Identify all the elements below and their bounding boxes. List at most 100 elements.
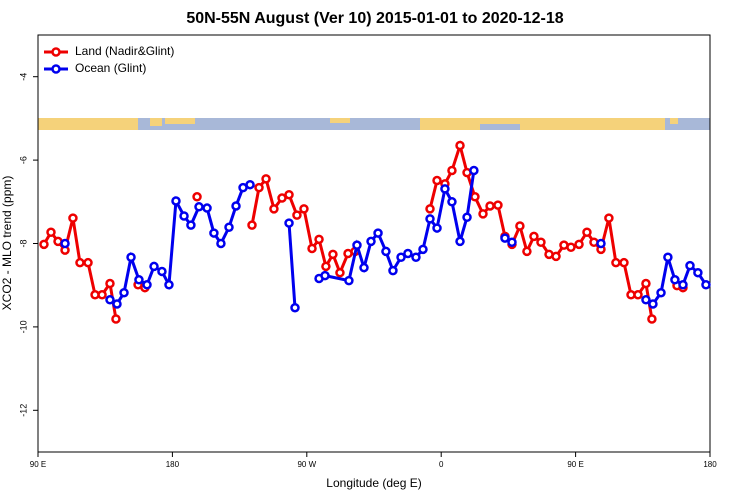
- point: [60, 238, 70, 249]
- y-tick-label: -6: [18, 156, 28, 164]
- point: [111, 314, 121, 324]
- point: [611, 257, 621, 268]
- point: [685, 260, 695, 271]
- x-tick-label: 180: [703, 460, 717, 469]
- point: [284, 218, 294, 228]
- point: [411, 252, 421, 263]
- point: [388, 265, 398, 276]
- point: [647, 314, 657, 324]
- point: [192, 192, 202, 202]
- point: [119, 287, 129, 298]
- point: [529, 231, 539, 242]
- point: [157, 266, 167, 277]
- point: [224, 222, 234, 232]
- point: [693, 267, 703, 278]
- point: [656, 287, 666, 298]
- point: [641, 278, 651, 289]
- point: [396, 252, 406, 263]
- point: [701, 280, 711, 290]
- point: [536, 237, 546, 247]
- point: [247, 220, 257, 230]
- point: [493, 200, 503, 210]
- point: [245, 179, 255, 190]
- y-tick-label: -10: [18, 320, 28, 333]
- point: [216, 238, 226, 249]
- point: [455, 140, 465, 151]
- point: [292, 210, 302, 220]
- x-tick-label: 90 E: [30, 460, 46, 469]
- point: [366, 236, 376, 247]
- series-line: [109, 170, 708, 308]
- point: [478, 209, 488, 219]
- point: [320, 270, 330, 281]
- point: [171, 196, 181, 206]
- point: [46, 227, 56, 237]
- y-tick-label: -12: [18, 404, 28, 417]
- point: [551, 251, 561, 262]
- point: [670, 275, 680, 285]
- point: [507, 237, 517, 247]
- y-tick-label: -4: [18, 73, 28, 81]
- point: [522, 246, 532, 257]
- point: [359, 262, 369, 273]
- point: [179, 211, 189, 221]
- y-axis-label: XCO2 - MLO trend (ppm): [0, 176, 14, 311]
- point: [432, 223, 442, 233]
- point: [663, 252, 673, 263]
- y-tick-label: -8: [18, 239, 28, 247]
- point: [678, 280, 688, 290]
- point: [425, 204, 435, 214]
- point: [604, 213, 614, 223]
- land-ocean-strip: [38, 118, 710, 130]
- point: [344, 275, 354, 286]
- point: [641, 295, 651, 305]
- point: [277, 193, 287, 203]
- point: [455, 236, 465, 247]
- x-tick-label: 180: [166, 460, 180, 469]
- point: [470, 192, 480, 202]
- point: [105, 295, 115, 305]
- point: [149, 261, 159, 272]
- point: [261, 174, 271, 184]
- point: [209, 228, 219, 238]
- point: [462, 212, 472, 222]
- legend-marker: [51, 64, 61, 74]
- point: [469, 165, 479, 176]
- point: [485, 201, 495, 211]
- point: [97, 290, 107, 300]
- point: [432, 175, 442, 186]
- point: [335, 267, 345, 278]
- point: [105, 278, 115, 289]
- point: [284, 189, 294, 200]
- x-tick-label: 90 E: [567, 460, 583, 469]
- point: [254, 182, 264, 193]
- legend-label: Ocean (Glint): [75, 61, 146, 75]
- point: [126, 252, 136, 263]
- point: [596, 238, 606, 249]
- point: [68, 213, 78, 223]
- point: [314, 234, 324, 245]
- x-tick-label: 90 W: [297, 460, 316, 469]
- point: [447, 165, 457, 176]
- point: [373, 228, 383, 238]
- point: [515, 221, 525, 231]
- point: [186, 220, 196, 230]
- point: [142, 280, 152, 290]
- x-axis-label: Longitude (deg E): [326, 476, 421, 490]
- point: [112, 299, 122, 309]
- point: [328, 249, 338, 260]
- point: [425, 214, 435, 224]
- point: [194, 202, 204, 212]
- point: [619, 257, 629, 268]
- point: [352, 240, 362, 250]
- point: [39, 239, 49, 250]
- legend-label: Land (Nadir&Glint): [75, 44, 174, 58]
- point: [231, 201, 241, 211]
- x-tick-label: 0: [439, 460, 444, 469]
- point: [299, 204, 309, 214]
- point: [403, 248, 413, 259]
- point: [134, 275, 144, 285]
- point: [418, 244, 428, 255]
- point: [202, 203, 212, 213]
